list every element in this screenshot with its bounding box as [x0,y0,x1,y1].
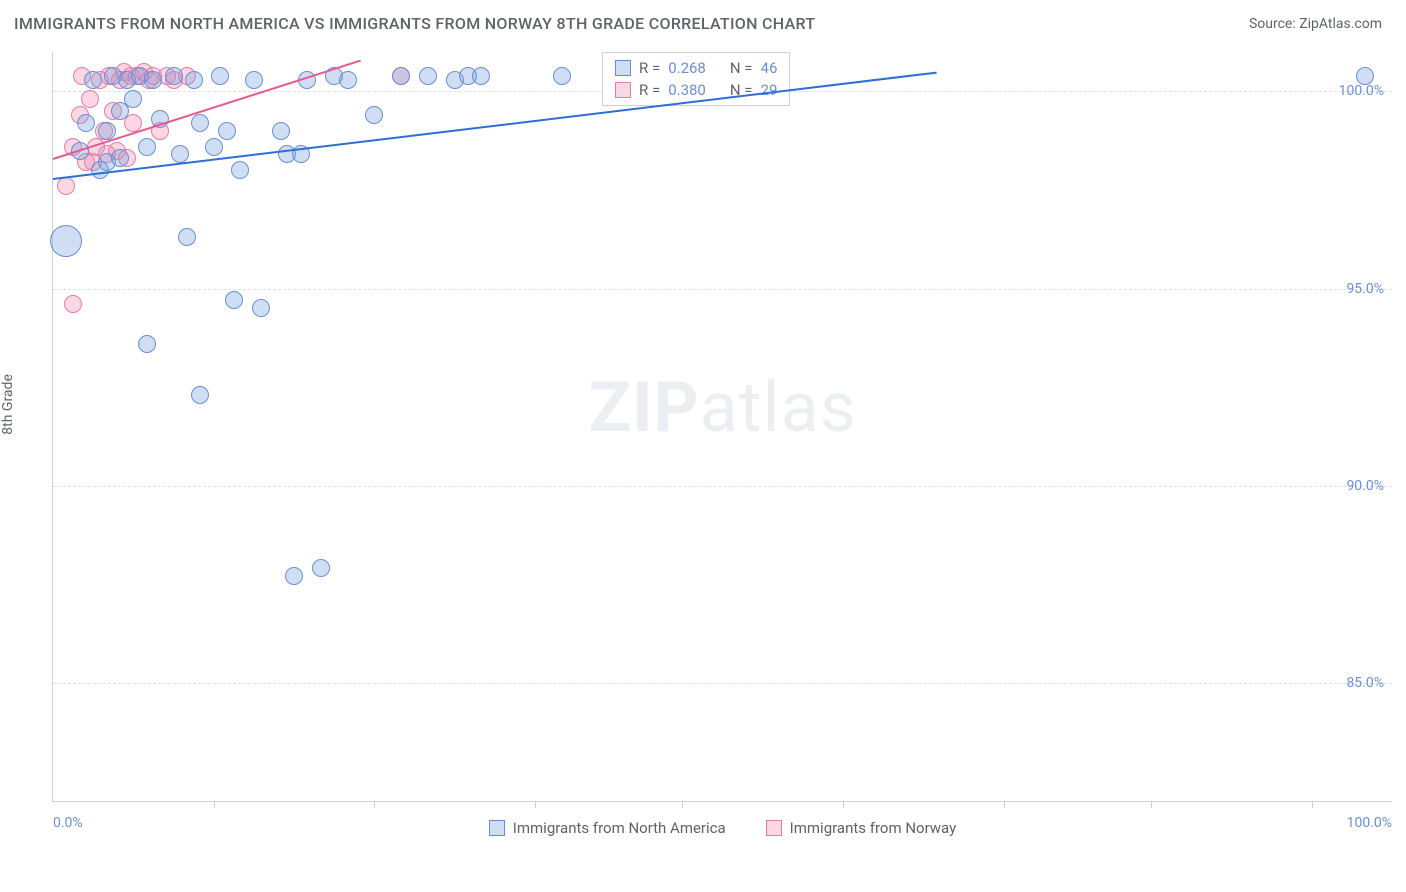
series-a-point [231,161,249,179]
legend-label: Immigrants from Norway [790,819,957,837]
series-a-point [218,122,236,140]
series-a-point [98,122,116,140]
legend-swatch-icon [766,820,782,836]
x-tick [1151,801,1152,808]
x-tick [214,801,215,808]
x-tick [1004,801,1005,808]
legend-swatch-icon [615,60,631,76]
series-b-point [57,177,75,195]
series-a-point [419,67,437,85]
gridline [53,289,1392,290]
series-b-point [81,90,99,108]
r-label: R = [639,59,660,77]
chart-title: IMMIGRANTS FROM NORTH AMERICA VS IMMIGRA… [14,14,815,33]
chart-container: 8th Grade ZIPatlas 85.0%90.0%95.0%100.0%… [14,52,1392,862]
r-label: R = [639,81,660,99]
series-a-point [339,71,357,89]
legend-item-b: Immigrants from Norway [766,819,957,837]
x-tick [843,801,844,808]
series-a-point [111,149,129,167]
n-label: N = [730,59,753,77]
series-a-point [138,335,156,353]
series-a-point [205,138,223,156]
series-a-point [165,67,183,85]
x-tick [535,801,536,808]
y-tick-label: 85.0% [1346,675,1384,691]
stats-legend-row: R =0.380N =29 [603,79,789,101]
series-a-trendline [53,72,937,180]
series-a-point [84,71,102,89]
x-tick [374,801,375,808]
series-a-point [285,567,303,585]
r-value: 0.268 [668,59,706,77]
stats-legend: R =0.268N =46R =0.380N =29 [602,52,790,106]
series-a-point [392,67,410,85]
series-a-point [178,228,196,246]
series-a-point [211,67,229,85]
series-a-point [245,71,263,89]
series-a-point [272,122,290,140]
n-value: 46 [761,59,778,77]
series-a-point [252,299,270,317]
series-a-point [472,67,490,85]
series-a-point [185,71,203,89]
source-attribution: Source: ZipAtlas.com [1249,16,1382,32]
header: IMMIGRANTS FROM NORTH AMERICA VS IMMIGRA… [0,0,1406,43]
series-a-point [138,138,156,156]
series-a-point [1356,67,1374,85]
x-tick [1312,801,1313,808]
series-a-point [124,90,142,108]
series-a-point [191,114,209,132]
r-value: 0.380 [668,81,706,99]
legend-item-a: Immigrants from North America [489,819,726,837]
y-tick-label: 90.0% [1346,478,1384,494]
series-a-point [191,386,209,404]
legend-swatch-icon [489,820,505,836]
series-a-point [50,225,82,257]
series-b-point [64,295,82,313]
gridline [53,683,1392,684]
legend-swatch-icon [615,82,631,98]
series-a-point [312,559,330,577]
series-a-point [225,291,243,309]
series-a-point [77,114,95,132]
y-tick-label: 95.0% [1346,281,1384,297]
watermark: ZIPatlas [589,367,857,449]
series-a-point [365,106,383,124]
stats-legend-row: R = 0.268 N = 46 [603,57,789,79]
y-tick-label: 100.0% [1339,83,1384,99]
series-a-point [553,67,571,85]
bottom-legend: Immigrants from North America Immigrants … [53,819,1392,837]
series-a-point [144,71,162,89]
y-axis-label: 8th Grade [0,374,16,435]
legend-label: Immigrants from North America [513,819,726,837]
series-a-point [171,145,189,163]
x-tick [682,801,683,808]
gridline [53,486,1392,487]
scatter-plot: ZIPatlas 85.0%90.0%95.0%100.0%0.0%100.0%… [52,52,1392,802]
